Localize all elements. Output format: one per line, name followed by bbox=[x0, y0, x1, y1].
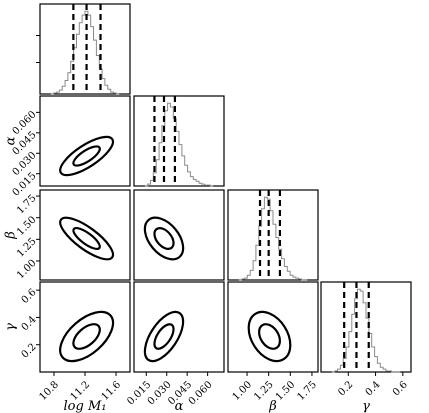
contour-1sigma bbox=[153, 227, 175, 250]
contour-1sigma bbox=[72, 227, 101, 250]
contour-1sigma bbox=[258, 323, 281, 350]
x-axis-label-gamma: γ bbox=[362, 399, 370, 413]
contour-2sigma bbox=[59, 216, 115, 261]
contour-2sigma bbox=[59, 135, 115, 177]
x-tick-label: 10.8 bbox=[38, 379, 62, 403]
x-tick-label: 0.060 bbox=[187, 379, 215, 407]
panel-frame bbox=[320, 281, 412, 373]
contour-1sigma bbox=[72, 323, 101, 350]
contour-2sigma bbox=[143, 216, 185, 261]
x-axis-label-beta: β bbox=[268, 399, 277, 413]
panel-frame bbox=[133, 95, 225, 187]
x-tick-label: 0.6 bbox=[391, 379, 410, 398]
contour-2sigma bbox=[59, 310, 115, 363]
histogram-beta bbox=[238, 196, 308, 281]
marginal-beta bbox=[227, 189, 319, 281]
histogram-logM1 bbox=[50, 10, 120, 95]
y-tick-label: 1.25 bbox=[15, 236, 39, 260]
marginal-alpha bbox=[133, 95, 225, 187]
panel-frame bbox=[227, 281, 319, 373]
x-axis-label-logM1: log M₁ bbox=[64, 399, 107, 413]
histogram-gamma bbox=[331, 288, 401, 373]
contour-2sigma bbox=[247, 310, 292, 363]
x-axis-label-alpha: α bbox=[175, 399, 184, 413]
joint-alpha-beta bbox=[133, 189, 225, 281]
marginal-gamma bbox=[320, 281, 412, 373]
y-tick-label: 0.6 bbox=[20, 287, 39, 306]
panel-frame bbox=[39, 189, 131, 281]
joint-logM1-alpha bbox=[39, 95, 131, 187]
y-tick-label: 1.50 bbox=[15, 215, 39, 239]
panel-frame bbox=[39, 3, 131, 95]
x-tick-label: 1.00 bbox=[231, 379, 255, 403]
x-tick-label: 1.75 bbox=[295, 379, 319, 403]
contour-1sigma bbox=[72, 145, 101, 167]
y-tick-label: 0.2 bbox=[20, 342, 39, 361]
x-tick-label: 0.2 bbox=[336, 379, 355, 398]
y-tick-label: 1.00 bbox=[15, 258, 39, 282]
joint-logM1-beta bbox=[39, 189, 131, 281]
panel-frame bbox=[133, 189, 225, 281]
contour-1sigma bbox=[153, 323, 175, 350]
panel-frame bbox=[133, 281, 225, 373]
y-axis-label-beta: β bbox=[4, 231, 19, 240]
joint-beta-gamma bbox=[227, 281, 319, 373]
y-tick-label: 0.060 bbox=[11, 109, 39, 137]
contour-2sigma bbox=[143, 310, 185, 363]
y-tick-label: 0.4 bbox=[20, 314, 39, 333]
y-axis-label-alpha: α bbox=[4, 136, 19, 145]
marginal-logM1 bbox=[39, 3, 131, 95]
joint-alpha-gamma bbox=[133, 281, 225, 373]
panel-frame bbox=[227, 189, 319, 281]
panel-frame bbox=[39, 95, 131, 187]
x-tick-label: 0.4 bbox=[364, 379, 383, 398]
joint-logM1-gamma bbox=[39, 281, 131, 373]
x-tick-label: 1.50 bbox=[274, 379, 298, 403]
y-axis-label-gamma: γ bbox=[4, 323, 19, 331]
histogram-alpha bbox=[144, 102, 214, 187]
